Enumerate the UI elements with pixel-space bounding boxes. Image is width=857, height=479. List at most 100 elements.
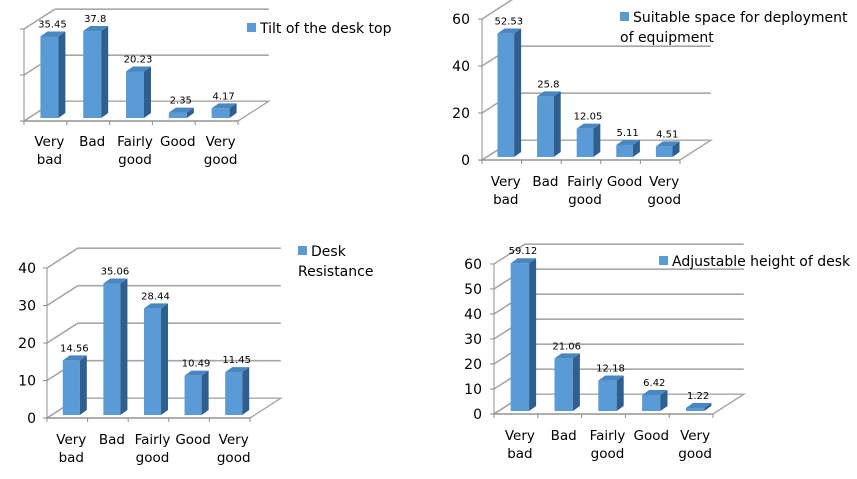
y-tick-label: 0 <box>473 407 482 423</box>
category-label-line: Fairly <box>135 432 171 448</box>
data-label: 1.22 <box>687 391 709 402</box>
category-label: Fairly good <box>590 428 626 462</box>
legend-swatch <box>298 246 307 255</box>
chart-4: 0 10 20 30 40 50 60 59.12 Very bad 21.06 Bad 12.18 Fa… <box>464 243 851 462</box>
legend-label-line: of equipment <box>620 30 714 46</box>
bar <box>184 370 209 415</box>
category-label: Good <box>175 432 211 448</box>
y-tick-label: 30 <box>18 299 36 315</box>
y-tick-label: 60 <box>464 257 482 273</box>
category-label: Very good <box>647 174 681 208</box>
bar <box>40 31 66 119</box>
chart-1: 35.45 Very bad 37.8 Bad 20.23 Fairly good 2.35 Go… <box>20 8 392 168</box>
chart-3: 0 10 20 30 40 14.56 Very bad 35.06 Bad 28.44 Fairly… <box>18 244 373 466</box>
category-label: Fairly good <box>117 134 153 168</box>
bar-top <box>642 389 668 395</box>
bar-top <box>576 123 601 129</box>
category-label: Very bad <box>34 134 64 168</box>
category-label: Bad <box>79 134 105 150</box>
category-label: Good <box>634 428 670 444</box>
bar-side <box>143 66 151 118</box>
gridline-depth <box>46 247 79 269</box>
bar-side <box>101 26 109 119</box>
category-label-line: Fairly <box>117 134 153 150</box>
legend-label: Suitable space for deployment of equipmen… <box>620 10 848 46</box>
y-tick-label: 20 <box>452 106 470 122</box>
bar-top <box>211 103 237 109</box>
legend-label-line: Resistance <box>298 264 373 280</box>
category-label: Very good <box>678 428 712 462</box>
category-label-line: good <box>568 192 602 208</box>
data-label: 28.44 <box>141 291 170 302</box>
y-tick-label: 30 <box>464 332 482 348</box>
category-label: Very bad <box>56 432 86 466</box>
bar-front <box>225 372 243 415</box>
bar-side <box>120 278 128 415</box>
bar <box>126 66 151 118</box>
bar-front <box>576 128 594 157</box>
bar-front <box>168 112 187 118</box>
category-label-line: good <box>217 450 251 466</box>
bar <box>143 303 169 415</box>
category-label: Very bad <box>491 174 521 208</box>
bar-top <box>554 353 580 359</box>
data-label: 59.12 <box>509 246 538 257</box>
bar <box>510 258 537 411</box>
data-label: 5.11 <box>616 128 638 139</box>
legend-swatch <box>247 23 256 32</box>
bar-front <box>598 380 617 411</box>
category-label-line: good <box>136 450 170 466</box>
bar-side <box>593 123 601 157</box>
category-label: Fairly good <box>135 432 171 466</box>
bar-front <box>143 308 162 415</box>
bar <box>103 278 128 415</box>
y-tick-label: 40 <box>464 307 482 323</box>
category-label: Very bad <box>505 428 535 462</box>
bar-front <box>655 146 673 157</box>
bar <box>576 123 601 157</box>
bar <box>685 402 712 411</box>
bar-top <box>62 355 87 361</box>
bar-top <box>537 91 561 97</box>
bar <box>616 139 640 157</box>
category-label-line: Very <box>219 432 249 448</box>
bar <box>225 367 250 415</box>
category-label-line: good <box>118 152 152 168</box>
bar-top <box>103 278 128 284</box>
bar-side <box>616 375 624 411</box>
bar-side <box>186 107 194 118</box>
data-label: 11.45 <box>222 355 251 366</box>
bar <box>537 91 561 157</box>
bar-side <box>572 353 580 411</box>
bar-front <box>40 36 59 119</box>
bar-front <box>497 33 515 157</box>
data-label: 12.05 <box>574 112 603 123</box>
category-label-line: bad <box>507 446 532 462</box>
category-label-line: good <box>204 152 238 168</box>
category-label: Good <box>607 174 643 190</box>
bar-front <box>184 375 202 415</box>
y-tick-label: 20 <box>464 357 482 373</box>
data-label: 37.8 <box>84 14 106 25</box>
data-label: 21.06 <box>552 341 581 352</box>
legend-label: Desk Resistance <box>298 244 373 280</box>
legend: Desk Resistance <box>298 244 373 280</box>
bar <box>554 353 580 411</box>
chart-2: 0 20 40 60 52.53 Very bad 25.8 Bad 12.05 Fairly goo… <box>452 0 848 208</box>
y-tick-label: 40 <box>18 261 36 277</box>
bar-top <box>225 367 250 373</box>
bar-side <box>161 303 169 415</box>
bar-front <box>685 407 705 411</box>
bar-side <box>529 258 537 411</box>
bar-side <box>672 141 680 157</box>
y-tick-label: 20 <box>18 336 36 352</box>
data-label: 6.42 <box>643 378 665 389</box>
bar <box>211 103 237 118</box>
bar-top <box>143 303 169 309</box>
bar-top <box>168 107 194 113</box>
bar <box>598 375 624 411</box>
category-label-line: good <box>591 446 625 462</box>
bar <box>497 28 522 157</box>
bar-side <box>229 103 237 118</box>
data-label: 4.17 <box>212 91 234 102</box>
